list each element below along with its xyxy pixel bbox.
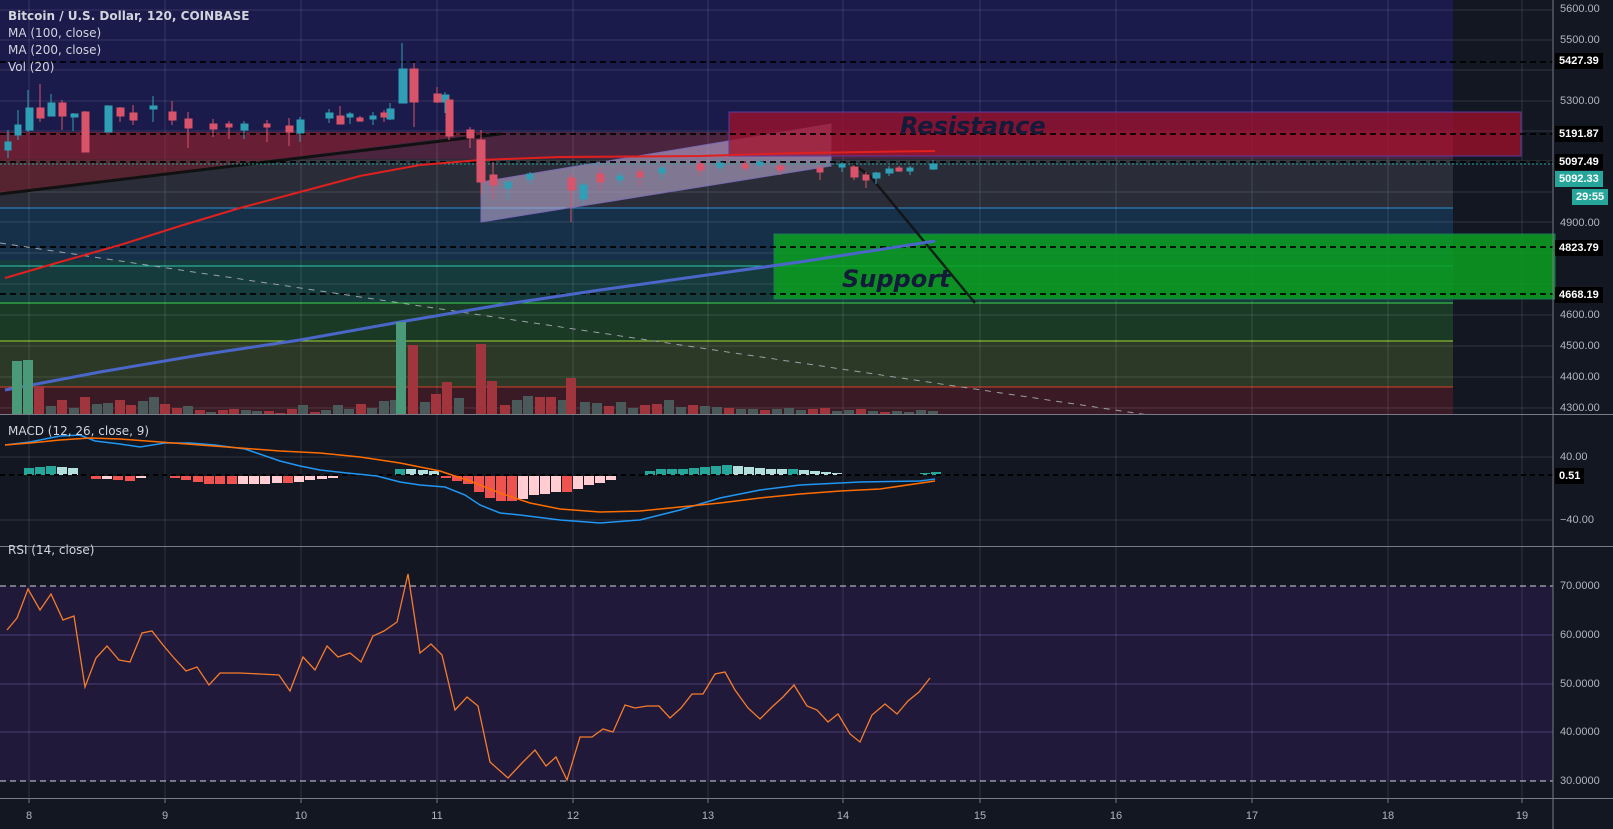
macd-tick: −40.00 bbox=[1560, 514, 1594, 526]
price-tick: 5500.00 bbox=[1560, 34, 1600, 46]
price-level-label: 5097.49 bbox=[1555, 154, 1603, 170]
chart-legend: Bitcoin / U.S. Dollar, 120, COINBASE MA … bbox=[8, 8, 249, 76]
resistance-label[interactable]: Resistance bbox=[900, 112, 1046, 140]
time-tick: 8 bbox=[25, 810, 33, 822]
price-tick: 4600.00 bbox=[1560, 309, 1600, 321]
indicator-ma200[interactable]: MA (200, close) bbox=[8, 43, 102, 57]
rsi-line bbox=[6, 573, 931, 782]
macd-legend[interactable]: MACD (12, 26, close, 9) bbox=[8, 424, 150, 438]
price-pane[interactable]: Bitcoin / U.S. Dollar, 120, COINBASE MA … bbox=[0, 0, 1613, 415]
rsi-pane[interactable]: RSI (14, close) 70.0000 60.0000 50.0000 … bbox=[0, 543, 1613, 799]
price-level-label: 5191.87 bbox=[1555, 126, 1603, 142]
price-tick: 4500.00 bbox=[1560, 340, 1600, 352]
ma100-line bbox=[4, 150, 936, 279]
time-tick: 16 bbox=[1109, 810, 1123, 822]
time-tick: 17 bbox=[1245, 810, 1259, 822]
rsi-tick: 30.0000 bbox=[1560, 775, 1600, 787]
price-tick: 4900.00 bbox=[1560, 217, 1600, 229]
rsi-tick: 60.0000 bbox=[1560, 629, 1600, 641]
price-level-label: 4668.19 bbox=[1555, 287, 1603, 303]
ma200-line bbox=[4, 239, 936, 392]
time-tick: 11 bbox=[431, 810, 443, 822]
time-tick: 13 bbox=[701, 810, 715, 822]
price-tick: 5300.00 bbox=[1560, 95, 1600, 107]
price-level-label: 5427.39 bbox=[1555, 53, 1603, 69]
time-tick: 18 bbox=[1381, 810, 1395, 822]
time-axis[interactable] bbox=[0, 799, 1613, 829]
time-tick: 14 bbox=[836, 810, 850, 822]
macd-pane[interactable]: MACD (12, 26, close, 9) 40.00 0.51 −40.0… bbox=[0, 415, 1613, 547]
time-tick: 12 bbox=[566, 810, 580, 822]
time-tick: 9 bbox=[161, 810, 169, 822]
rsi-tick: 40.0000 bbox=[1560, 726, 1600, 738]
price-tick: 4400.00 bbox=[1560, 371, 1600, 383]
rsi-chart-canvas[interactable] bbox=[0, 547, 1613, 799]
symbol-title[interactable]: Bitcoin / U.S. Dollar, 120, COINBASE bbox=[8, 9, 250, 23]
time-tick: 19 bbox=[1515, 810, 1529, 822]
rsi-legend[interactable]: RSI (14, close) bbox=[8, 543, 95, 557]
support-label[interactable]: Support bbox=[842, 265, 951, 293]
current-price-label: 5092.33 bbox=[1555, 171, 1603, 187]
macd-chart-canvas[interactable] bbox=[0, 415, 1613, 547]
indicator-ma100[interactable]: MA (100, close) bbox=[8, 26, 102, 40]
price-chart-canvas[interactable] bbox=[0, 0, 1613, 415]
rsi-tick: 70.0000 bbox=[1560, 580, 1600, 592]
indicator-volume[interactable]: Vol (20) bbox=[8, 60, 55, 74]
rsi-tick: 50.0000 bbox=[1560, 678, 1600, 690]
macd-value-label: 0.51 bbox=[1555, 468, 1585, 484]
time-tick: 15 bbox=[973, 810, 987, 822]
signal-line bbox=[4, 437, 936, 513]
time-tick: 10 bbox=[294, 810, 308, 822]
price-tick: 5600.00 bbox=[1560, 3, 1600, 15]
price-tick: 4300.00 bbox=[1560, 402, 1600, 414]
price-level-label: 4823.79 bbox=[1555, 240, 1603, 256]
bar-countdown: 29:55 bbox=[1572, 189, 1609, 205]
macd-tick: 40.00 bbox=[1560, 451, 1588, 463]
macd-line bbox=[4, 434, 936, 524]
